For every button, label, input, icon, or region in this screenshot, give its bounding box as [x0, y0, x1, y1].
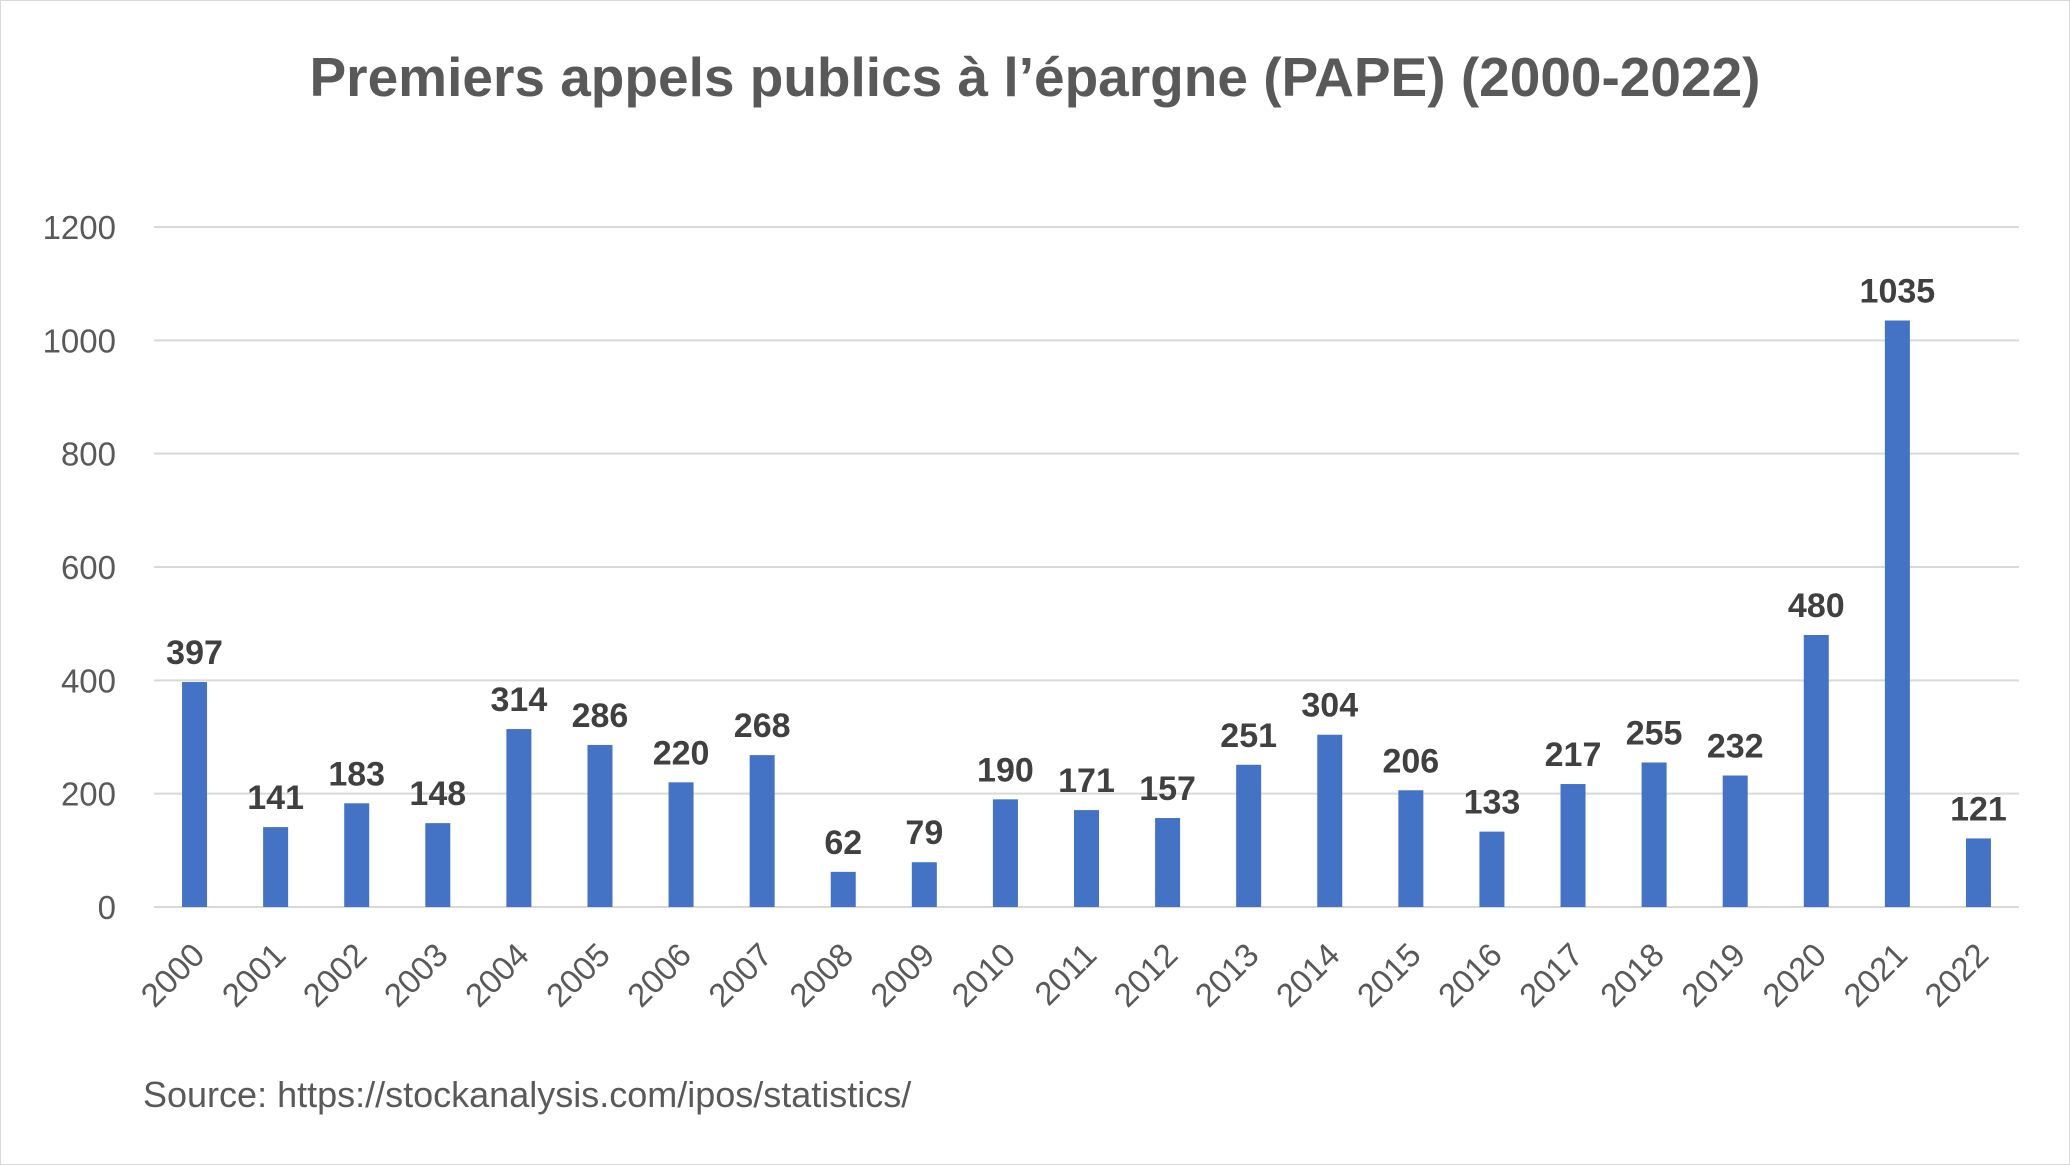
data-label: 251: [1220, 717, 1277, 755]
data-label: 480: [1788, 587, 1845, 625]
bar: [911, 862, 937, 907]
x-tick-label: 2001: [215, 936, 293, 1014]
bar: [1560, 784, 1586, 907]
x-tick-label: 2018: [1593, 936, 1671, 1014]
x-tick-label: 2015: [1350, 936, 1428, 1014]
chart-title: Premiers appels publics à l’épargne (PAP…: [309, 46, 1761, 108]
data-label: 397: [166, 634, 223, 672]
x-tick-label: 2009: [863, 936, 941, 1014]
bar: [587, 744, 613, 907]
x-tick-label: 2010: [944, 936, 1022, 1014]
y-tick-label: 0: [98, 889, 116, 926]
bar: [344, 803, 370, 907]
x-tick-label: 2002: [296, 936, 374, 1014]
y-tick-label: 400: [61, 662, 116, 699]
data-label: 268: [734, 707, 791, 745]
source-note: Source: https://stockanalysis.com/ipos/s…: [143, 1074, 912, 1115]
bar: [1722, 775, 1748, 907]
data-label: 232: [1707, 728, 1764, 766]
bar: [506, 729, 532, 907]
x-tick-label: 2022: [1917, 936, 1995, 1014]
x-tick-label: 2021: [1836, 936, 1914, 1014]
bar: [1155, 818, 1181, 907]
x-tick-label: 2014: [1269, 936, 1347, 1014]
x-tick-label: 2005: [539, 936, 617, 1014]
bar: [1884, 320, 1910, 907]
data-label: 304: [1301, 687, 1358, 725]
y-tick-label: 600: [61, 549, 116, 586]
bar: [668, 782, 694, 907]
bar: [1965, 838, 1991, 907]
x-tick-label: 2019: [1674, 936, 1752, 1014]
bar: [1236, 764, 1262, 907]
data-label: 79: [905, 814, 943, 852]
bar: [1398, 790, 1424, 907]
x-tick-label: 2011: [1027, 936, 1103, 1012]
y-tick-label: 1200: [43, 209, 116, 246]
y-tick-label: 200: [61, 776, 116, 813]
y-tick-label: 800: [61, 436, 116, 473]
data-label: 206: [1382, 742, 1439, 780]
x-tick-label: 2017: [1512, 936, 1590, 1014]
bar: [992, 799, 1018, 907]
bar: [1479, 831, 1505, 907]
y-axis-ticks: 0 200 400 600 800 1000 1200: [43, 209, 116, 926]
data-label: 190: [977, 751, 1034, 789]
bar: [1317, 734, 1343, 907]
data-label: 314: [491, 681, 548, 719]
bar: [1641, 762, 1667, 907]
x-axis-ticks: 2000 2001 2002 2003 2004 2005 2006 2007 2008 2009…: [133, 936, 1995, 1014]
bar: [182, 682, 208, 907]
x-tick-label: 2003: [377, 936, 455, 1014]
data-label: 157: [1139, 770, 1196, 808]
data-label: 255: [1626, 715, 1683, 753]
x-tick-label: 2000: [133, 936, 211, 1014]
y-tick-label: 1000: [43, 322, 116, 359]
bar: [1803, 635, 1829, 907]
gridlines: [154, 226, 2019, 908]
bar: [263, 827, 289, 907]
bars: [182, 320, 1991, 907]
data-label: 121: [1950, 790, 2007, 828]
x-tick-label: 2006: [620, 936, 698, 1014]
bar: [425, 823, 451, 907]
bar: [1074, 810, 1099, 907]
data-labels: 397 141 183 148 314 286 220 268 62 79 190 171 157 251…: [166, 273, 2007, 862]
x-tick-label: 2008: [782, 936, 860, 1014]
data-label: 133: [1464, 784, 1521, 822]
x-tick-label: 2007: [701, 936, 779, 1014]
data-label: 141: [247, 779, 304, 817]
x-tick-label: 2016: [1431, 936, 1509, 1014]
data-label: 183: [328, 755, 385, 793]
bar: [830, 871, 856, 907]
x-tick-label: 2013: [1188, 936, 1266, 1014]
x-tick-label: 2012: [1106, 936, 1184, 1014]
data-label: 171: [1058, 762, 1115, 800]
x-tick-label: 2020: [1755, 936, 1833, 1014]
x-tick-label: 2004: [458, 936, 536, 1014]
data-label: 220: [653, 734, 710, 772]
data-label: 62: [824, 824, 862, 862]
bar: [749, 755, 775, 907]
data-label: 1035: [1860, 273, 1936, 311]
data-label: 217: [1545, 736, 1602, 774]
data-label: 286: [572, 697, 629, 735]
data-label: 148: [409, 775, 466, 813]
